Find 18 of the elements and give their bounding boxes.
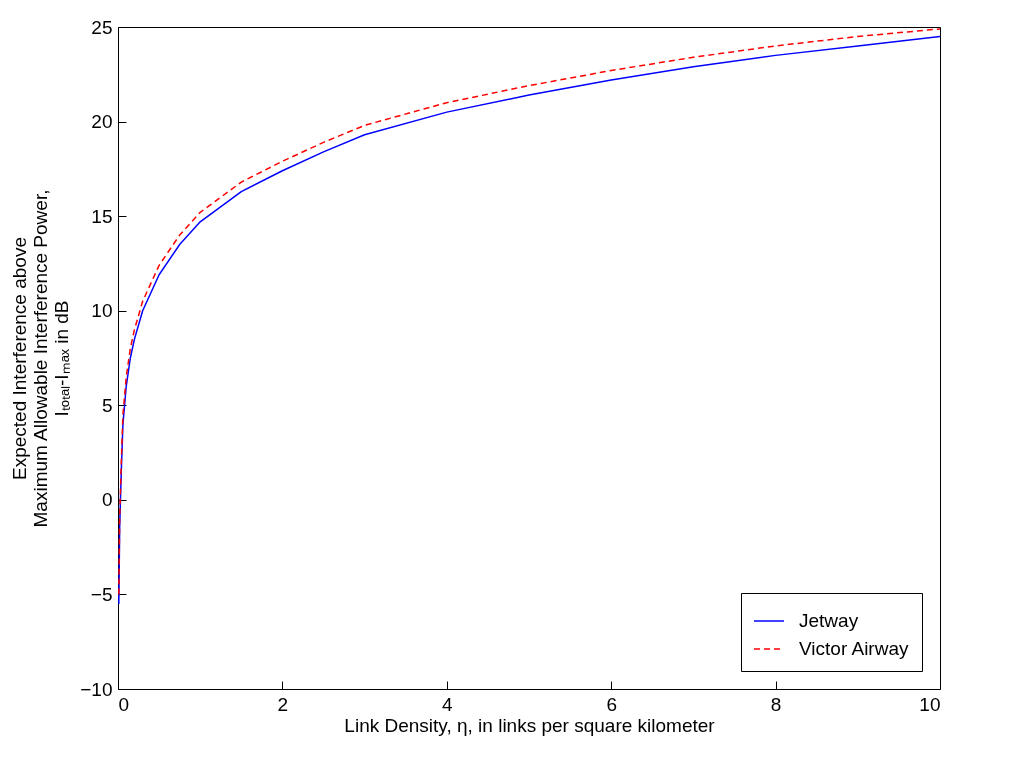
y-tick-label: 25 [91,16,113,38]
y-tick-label: 10 [91,300,113,322]
x-axis-title: Link Density, η, in links per square kilometer [344,714,716,736]
y-tick-label: −10 [80,678,113,700]
x-tick-label: 2 [277,693,289,715]
y-tick-label: 15 [91,205,113,227]
y-tick-label: 20 [91,111,113,133]
legend-label: Victor Airway [799,638,909,659]
y-tick-label: −5 [90,583,113,605]
y-tick-label: 5 [101,394,113,416]
y-axis-title: Expected Interference above Maximum Allowable Interference Power, Iₜₒₜₐₗ-Iₘₐₓ in dB [9,189,73,528]
legend-label: Jetway [799,610,859,631]
x-tick-label: 10 [919,693,941,715]
y-tick-label: 0 [101,489,113,511]
x-tick-label: 8 [770,693,782,715]
x-tick-label: 0 [118,693,130,715]
x-tick-label: 6 [606,693,617,715]
x-tick-label: 4 [442,693,454,715]
